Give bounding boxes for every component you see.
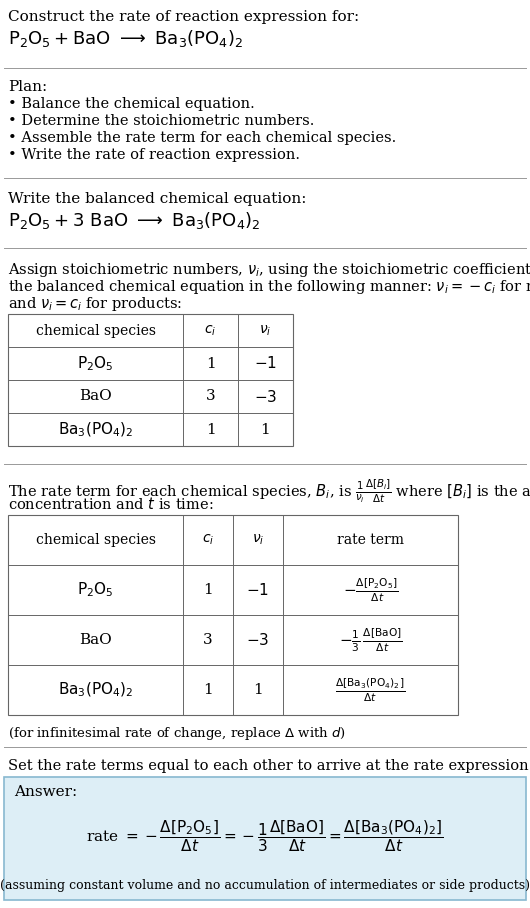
Text: $\frac{\Delta[\mathrm{Ba_3(PO_4)_2}]}{\Delta t}$: $\frac{\Delta[\mathrm{Ba_3(PO_4)_2}]}{\D…	[335, 676, 405, 704]
Text: 1: 1	[203, 683, 213, 697]
Text: Plan:: Plan:	[8, 80, 47, 94]
Text: $\nu_i$: $\nu_i$	[252, 533, 264, 548]
Text: $-3$: $-3$	[246, 632, 270, 648]
Text: • Balance the chemical equation.: • Balance the chemical equation.	[8, 97, 255, 111]
Text: $c_i$: $c_i$	[202, 533, 214, 548]
Text: $\mathrm{P_2O_5}$: $\mathrm{P_2O_5}$	[77, 354, 114, 373]
Text: BaO: BaO	[79, 633, 112, 647]
Text: 1: 1	[261, 422, 270, 437]
Text: Answer:: Answer:	[14, 785, 77, 799]
Text: $\mathrm{P_2O_5 + BaO\ \longrightarrow\ Ba_3(PO_4)_2}$: $\mathrm{P_2O_5 + BaO\ \longrightarrow\ …	[8, 28, 243, 49]
Text: 1: 1	[206, 422, 215, 437]
Text: 1: 1	[206, 357, 215, 370]
Text: $c_i$: $c_i$	[205, 323, 217, 338]
Text: the balanced chemical equation in the following manner: $\nu_i = -c_i$ for react: the balanced chemical equation in the fo…	[8, 278, 530, 296]
Text: (for infinitesimal rate of change, replace $\Delta$ with $d$): (for infinitesimal rate of change, repla…	[8, 725, 346, 742]
Text: chemical species: chemical species	[36, 323, 155, 338]
Text: • Determine the stoichiometric numbers.: • Determine the stoichiometric numbers.	[8, 114, 314, 128]
Bar	[4, 777, 526, 900]
Text: $\mathrm{Ba_3(PO_4)_2}$: $\mathrm{Ba_3(PO_4)_2}$	[58, 681, 133, 699]
Text: $-\frac{1}{3}\,\frac{\Delta[\mathrm{BaO}]}{\Delta t}$: $-\frac{1}{3}\,\frac{\Delta[\mathrm{BaO}…	[339, 627, 402, 654]
Text: rate $= -\dfrac{\Delta[\mathrm{P_2O_5}]}{\Delta t} = -\dfrac{1}{3}\dfrac{\Delta[: rate $= -\dfrac{\Delta[\mathrm{P_2O_5}]}…	[86, 818, 444, 854]
Text: The rate term for each chemical species, $B_i$, is $\frac{1}{\nu_i}\frac{\Delta[: The rate term for each chemical species,…	[8, 478, 530, 506]
Text: 3: 3	[206, 390, 215, 403]
Text: Write the balanced chemical equation:: Write the balanced chemical equation:	[8, 192, 306, 206]
Text: $\mathrm{P_2O_5}$: $\mathrm{P_2O_5}$	[77, 580, 114, 599]
Text: • Assemble the rate term for each chemical species.: • Assemble the rate term for each chemic…	[8, 131, 396, 145]
Text: $-\frac{\Delta[\mathrm{P_2O_5}]}{\Delta t}$: $-\frac{\Delta[\mathrm{P_2O_5}]}{\Delta …	[343, 577, 399, 604]
Text: BaO: BaO	[79, 390, 112, 403]
Text: • Write the rate of reaction expression.: • Write the rate of reaction expression.	[8, 148, 300, 162]
Text: $\mathrm{P_2O_5 + 3\ BaO\ \longrightarrow\ Ba_3(PO_4)_2}$: $\mathrm{P_2O_5 + 3\ BaO\ \longrightarro…	[8, 210, 261, 231]
Text: $-1$: $-1$	[254, 356, 277, 371]
Text: 3: 3	[203, 633, 213, 647]
Text: $\nu_i$: $\nu_i$	[259, 323, 272, 338]
Text: concentration and $t$ is time:: concentration and $t$ is time:	[8, 496, 214, 512]
Text: chemical species: chemical species	[36, 533, 155, 547]
Text: $\mathrm{Ba_3(PO_4)_2}$: $\mathrm{Ba_3(PO_4)_2}$	[58, 420, 133, 439]
Text: (assuming constant volume and no accumulation of intermediates or side products): (assuming constant volume and no accumul…	[0, 880, 530, 893]
Text: Assign stoichiometric numbers, $\nu_i$, using the stoichiometric coefficients, $: Assign stoichiometric numbers, $\nu_i$, …	[8, 261, 530, 279]
Text: $-1$: $-1$	[246, 582, 270, 598]
Bar	[8, 515, 458, 715]
Text: $-3$: $-3$	[254, 389, 277, 404]
Text: rate term: rate term	[337, 533, 404, 547]
Text: 1: 1	[203, 583, 213, 597]
Text: Set the rate terms equal to each other to arrive at the rate expression:: Set the rate terms equal to each other t…	[8, 759, 530, 773]
Bar	[8, 314, 293, 446]
Text: Construct the rate of reaction expression for:: Construct the rate of reaction expressio…	[8, 10, 359, 24]
Text: 1: 1	[253, 683, 263, 697]
Text: and $\nu_i = c_i$ for products:: and $\nu_i = c_i$ for products:	[8, 295, 182, 313]
